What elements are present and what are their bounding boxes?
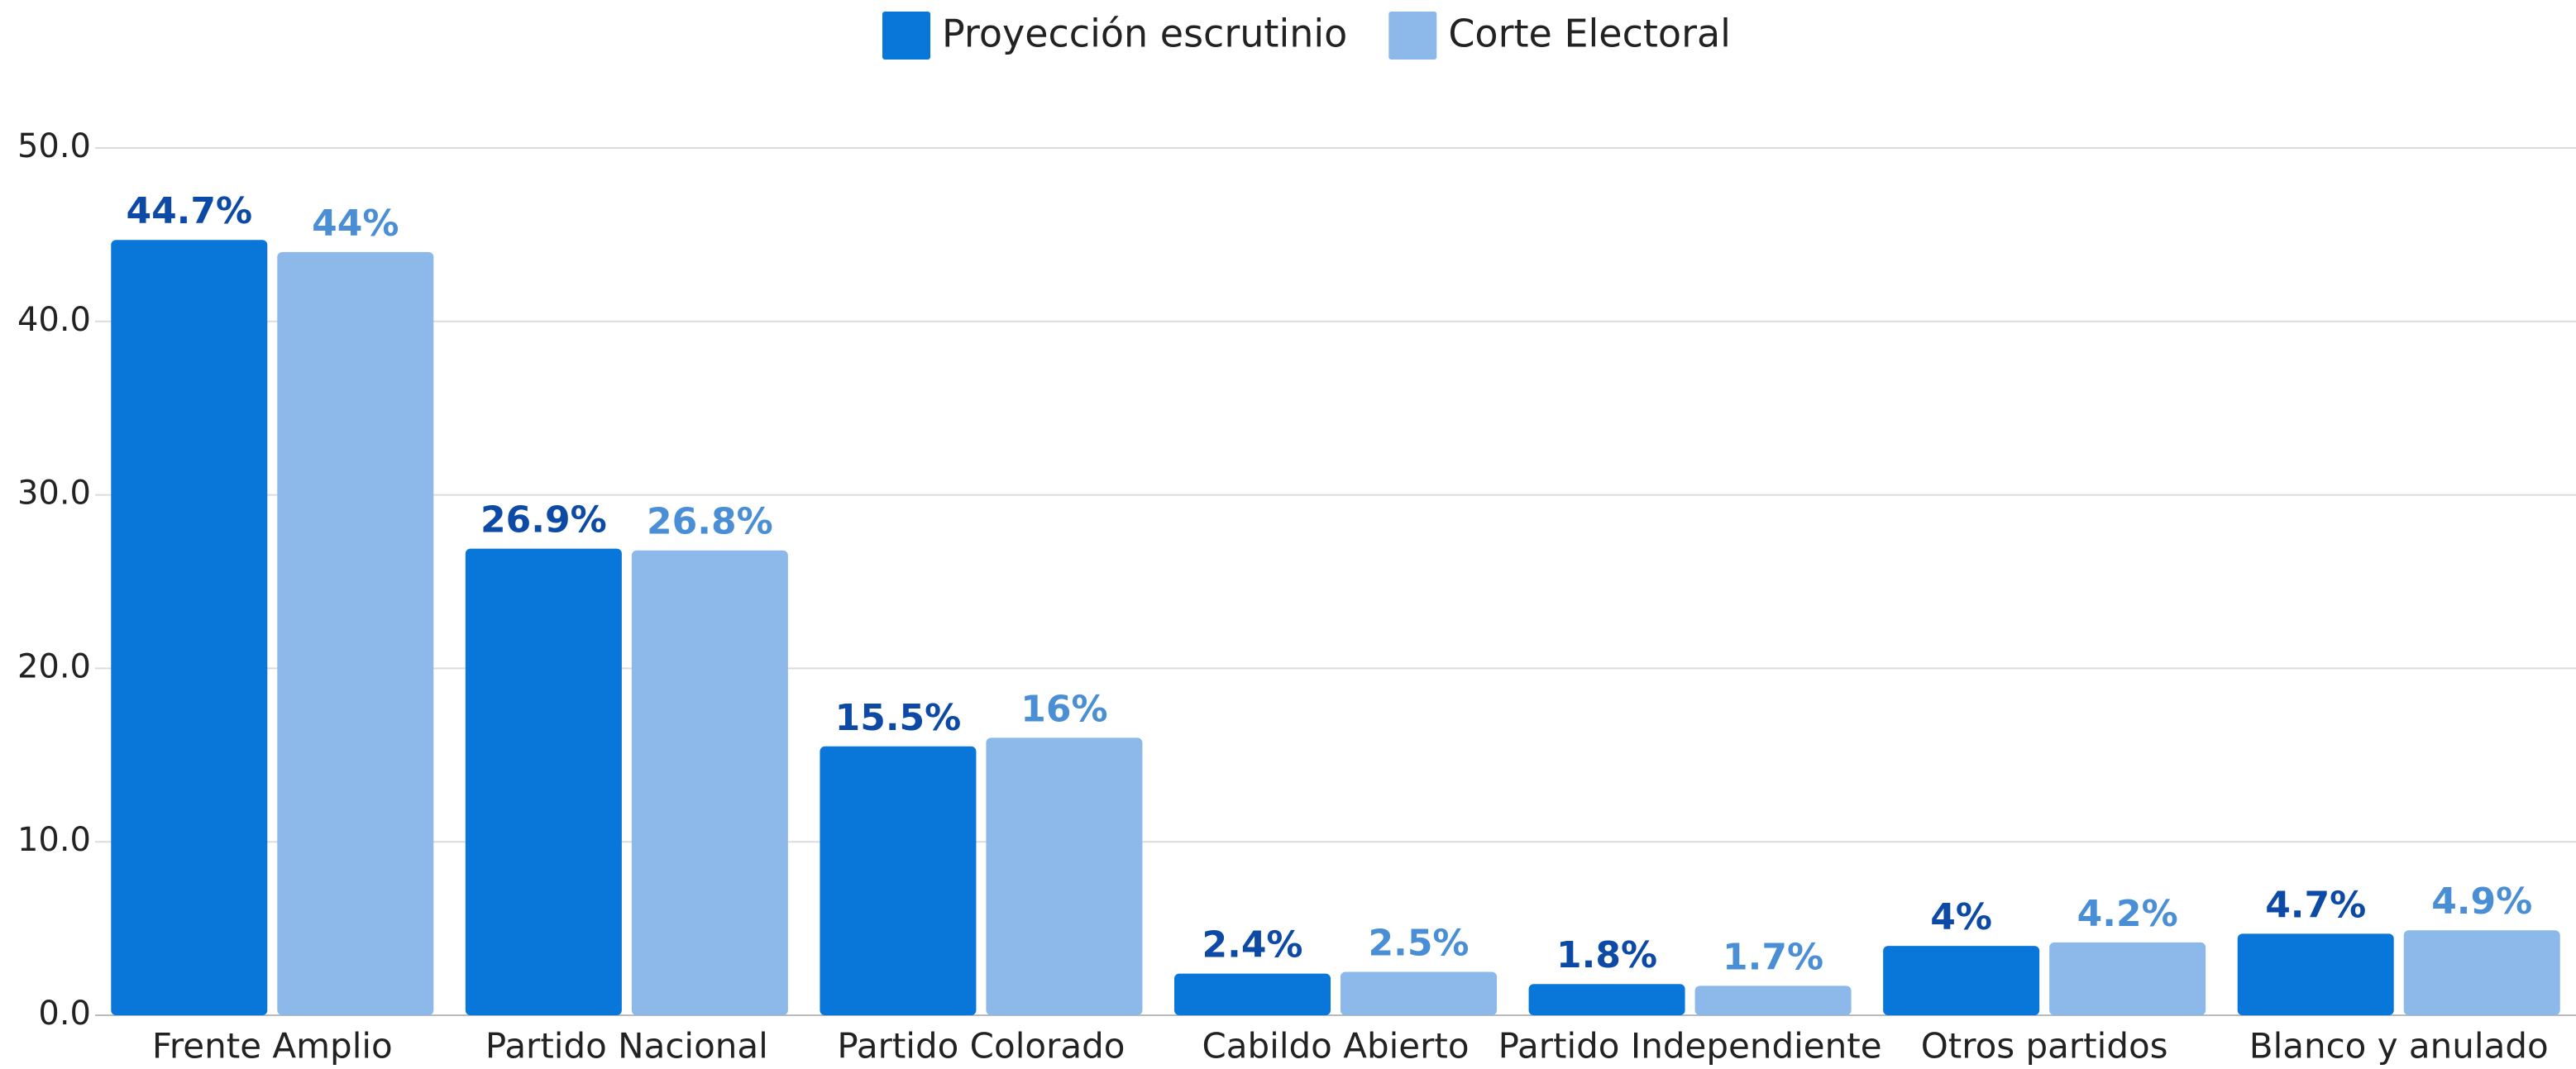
x-tick-label: Partido Independiente (1498, 1026, 1882, 1067)
legend-swatch (1388, 12, 1437, 60)
x-tick-label: Partido Nacional (485, 1026, 768, 1067)
bar (1883, 946, 2040, 1015)
bar (986, 737, 1143, 1015)
bar (631, 550, 788, 1015)
legend-swatch (882, 12, 930, 60)
bar (465, 548, 622, 1015)
x-tick-label: Otros partidos (1921, 1026, 2168, 1067)
value-label: 2.5% (1368, 923, 1469, 965)
y-tick-label: 30.0 (17, 475, 91, 513)
y-tick-label: 10.0 (17, 821, 91, 859)
bar (111, 240, 268, 1016)
legend-label: Proyección escrutinio (942, 12, 1347, 56)
y-tick-label: 20.0 (17, 647, 91, 685)
value-label: 26.9% (480, 499, 607, 542)
bar (820, 746, 977, 1015)
value-label: 1.8% (1556, 934, 1657, 976)
value-label: 2.4% (1202, 924, 1302, 966)
value-label: 4% (1930, 896, 1992, 938)
bar (1528, 984, 1685, 1015)
legend-label: Corte Electoral (1448, 12, 1731, 56)
bar (2237, 933, 2394, 1015)
y-tick-label: 40.0 (17, 301, 91, 339)
x-tick-label: Partido Colorado (837, 1026, 1125, 1067)
value-label: 1.7% (1723, 936, 1823, 978)
value-label: 4.2% (2077, 893, 2178, 935)
value-label: 16% (1020, 688, 1107, 730)
y-tick-label: 50.0 (17, 127, 91, 165)
x-tick-label: Cabildo Abierto (1202, 1026, 1469, 1067)
value-label: 44% (312, 203, 399, 245)
bar (1694, 985, 1852, 1015)
x-tick-label: Blanco y anulado (2249, 1026, 2549, 1067)
value-label: 4.9% (2431, 880, 2532, 923)
value-label: 26.8% (647, 501, 773, 543)
bar (1341, 971, 1497, 1015)
bar (1174, 973, 1331, 1015)
value-label: 4.7% (2265, 884, 2366, 926)
bar (2403, 930, 2560, 1015)
value-label: 44.7% (126, 190, 252, 232)
bar (277, 251, 434, 1015)
x-tick-label: Frente Amplio (152, 1026, 393, 1067)
bar (2049, 942, 2206, 1015)
y-tick-label: 0.0 (38, 995, 91, 1033)
value-label: 15.5% (835, 697, 962, 739)
